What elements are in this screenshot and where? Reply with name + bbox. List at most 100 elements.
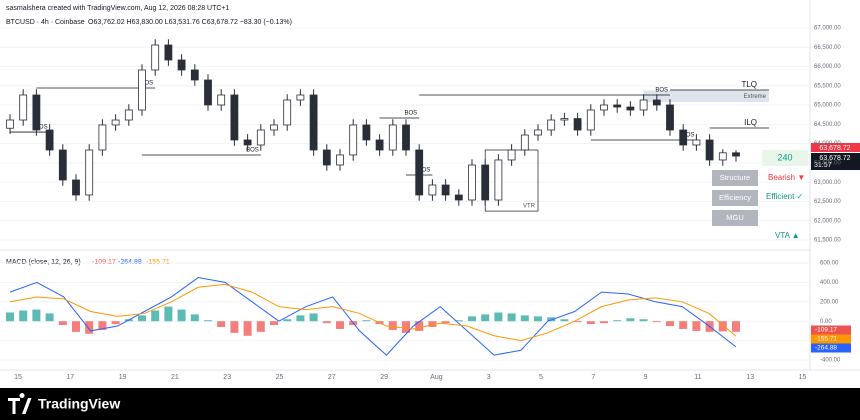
candle-body (296, 94, 305, 101)
macd-histogram-bar (32, 309, 41, 322)
status-bearish: Bearish ▼ (768, 173, 805, 182)
attribution: sasmalshera created with TradingView.com… (6, 5, 230, 12)
candle-body (520, 134, 529, 151)
macd-histogram-bar (560, 319, 569, 322)
macd-histogram-bar (85, 321, 94, 334)
macd-histogram-bar (230, 321, 239, 333)
brand-logo (8, 392, 32, 414)
candle-body (732, 152, 740, 157)
structure-label: BOS (655, 88, 668, 94)
structure-label: TLQ (741, 80, 757, 89)
candle-body (98, 124, 107, 151)
macd-histogram-bar (58, 321, 67, 326)
time-tick-label: 27 (328, 374, 336, 381)
candle-body (32, 94, 41, 131)
candle-body (190, 69, 199, 81)
panel-button-label[interactable]: MGU (726, 213, 744, 222)
time-tick-label: Aug (430, 374, 443, 381)
price-tick-label: 64,500.00 (814, 122, 841, 128)
macd-histogram-bar (111, 321, 120, 325)
brand-name: TradingView (38, 396, 120, 412)
macd-legend-signal: -155.71 (146, 259, 170, 266)
macd-legend-hist: -109.17 (92, 259, 116, 266)
panel-button[interactable] (712, 190, 758, 206)
price-tick-label: 62,500.00 (814, 199, 841, 205)
candle-body (652, 99, 661, 106)
macd-tick-label: 600.00 (820, 261, 839, 267)
price-tick-label: 66,500.00 (814, 45, 841, 51)
candle-body (415, 149, 424, 196)
time-tick-label: 23 (223, 374, 231, 381)
candle-body (309, 94, 318, 151)
macd-histogram-bar (468, 316, 476, 322)
candle-body (402, 124, 410, 151)
time-tick-label: 15 (14, 374, 22, 381)
macd-histogram-bar (692, 321, 701, 331)
candle-body (613, 104, 622, 108)
time-tick-label: 15 (799, 374, 807, 381)
macd-histogram-bar (600, 321, 608, 324)
macd-histogram-bar (613, 320, 622, 322)
candle-body (349, 124, 358, 156)
candle-body (507, 149, 516, 161)
candle-body (468, 164, 476, 201)
candle-body (138, 69, 146, 111)
macd-histogram-bar (177, 309, 186, 322)
structure-label: BOS (35, 125, 48, 131)
price-tick-label: 61,500.00 (814, 238, 841, 244)
candle-body (256, 129, 265, 146)
macd-histogram-bar (45, 313, 54, 322)
macd-histogram-bar (309, 313, 318, 322)
macd-value-tag (811, 343, 851, 353)
candle-body (243, 139, 252, 146)
panel-button[interactable] (712, 210, 758, 226)
candle-body (573, 118, 582, 131)
panel-button-label[interactable]: Efficiency (719, 193, 751, 202)
countdown: 31:57 (814, 162, 832, 169)
timeframe[interactable]: 240 (777, 152, 792, 162)
ohlc: O63,762.02 H63,830.00 L63,531.76 C63,678… (88, 19, 292, 26)
zone-label: Extreme (744, 94, 767, 100)
candle-body (639, 99, 648, 111)
candle-body (441, 184, 450, 196)
candle-body (270, 124, 278, 131)
macd-histogram-bar (534, 316, 542, 322)
macd-histogram-bar (243, 321, 252, 336)
panel-button-label[interactable]: Structure (720, 173, 750, 182)
macd-histogram-bar (138, 315, 146, 322)
candle-body (705, 139, 714, 161)
candle-body (718, 152, 727, 161)
price-tick-label: 67,000.00 (814, 26, 841, 32)
macd-title: MACD (close, 12, 26, 9) (6, 259, 81, 266)
zone-label: VTR (523, 204, 536, 210)
panel-button[interactable] (712, 170, 758, 186)
time-tick-label: 13 (746, 374, 754, 381)
macd-legend-macd: -264.88 (118, 259, 142, 266)
macd-histogram-bar (402, 321, 410, 333)
structure-label: ILQ (744, 118, 757, 127)
candle-body (494, 159, 503, 201)
structure-label: BOS (246, 148, 259, 154)
candle-body (6, 119, 14, 129)
macd-histogram-bar (679, 321, 688, 329)
price-tick-label: 66,000.00 (814, 64, 841, 70)
macd-histogram-bar (520, 315, 529, 322)
brand: TradingView (8, 392, 120, 414)
candle-body (283, 99, 292, 126)
timeframe-box[interactable] (762, 150, 808, 166)
candle-body (666, 104, 674, 131)
structure-label: BOS (418, 168, 431, 174)
macd-histogram-bar (481, 314, 490, 322)
candle-body (454, 194, 463, 201)
macd-histogram-bar (415, 321, 424, 331)
macd-histogram-bar (652, 321, 661, 323)
macd-histogram-bar (626, 318, 635, 322)
macd-histogram-bar (507, 313, 516, 322)
macd-line (9, 277, 737, 356)
macd-histogram-bar (190, 314, 199, 322)
macd-histogram-bar (296, 315, 305, 322)
candle-body (217, 94, 226, 106)
macd-histogram-bar (441, 321, 450, 324)
macd-histogram-bar (388, 321, 397, 330)
